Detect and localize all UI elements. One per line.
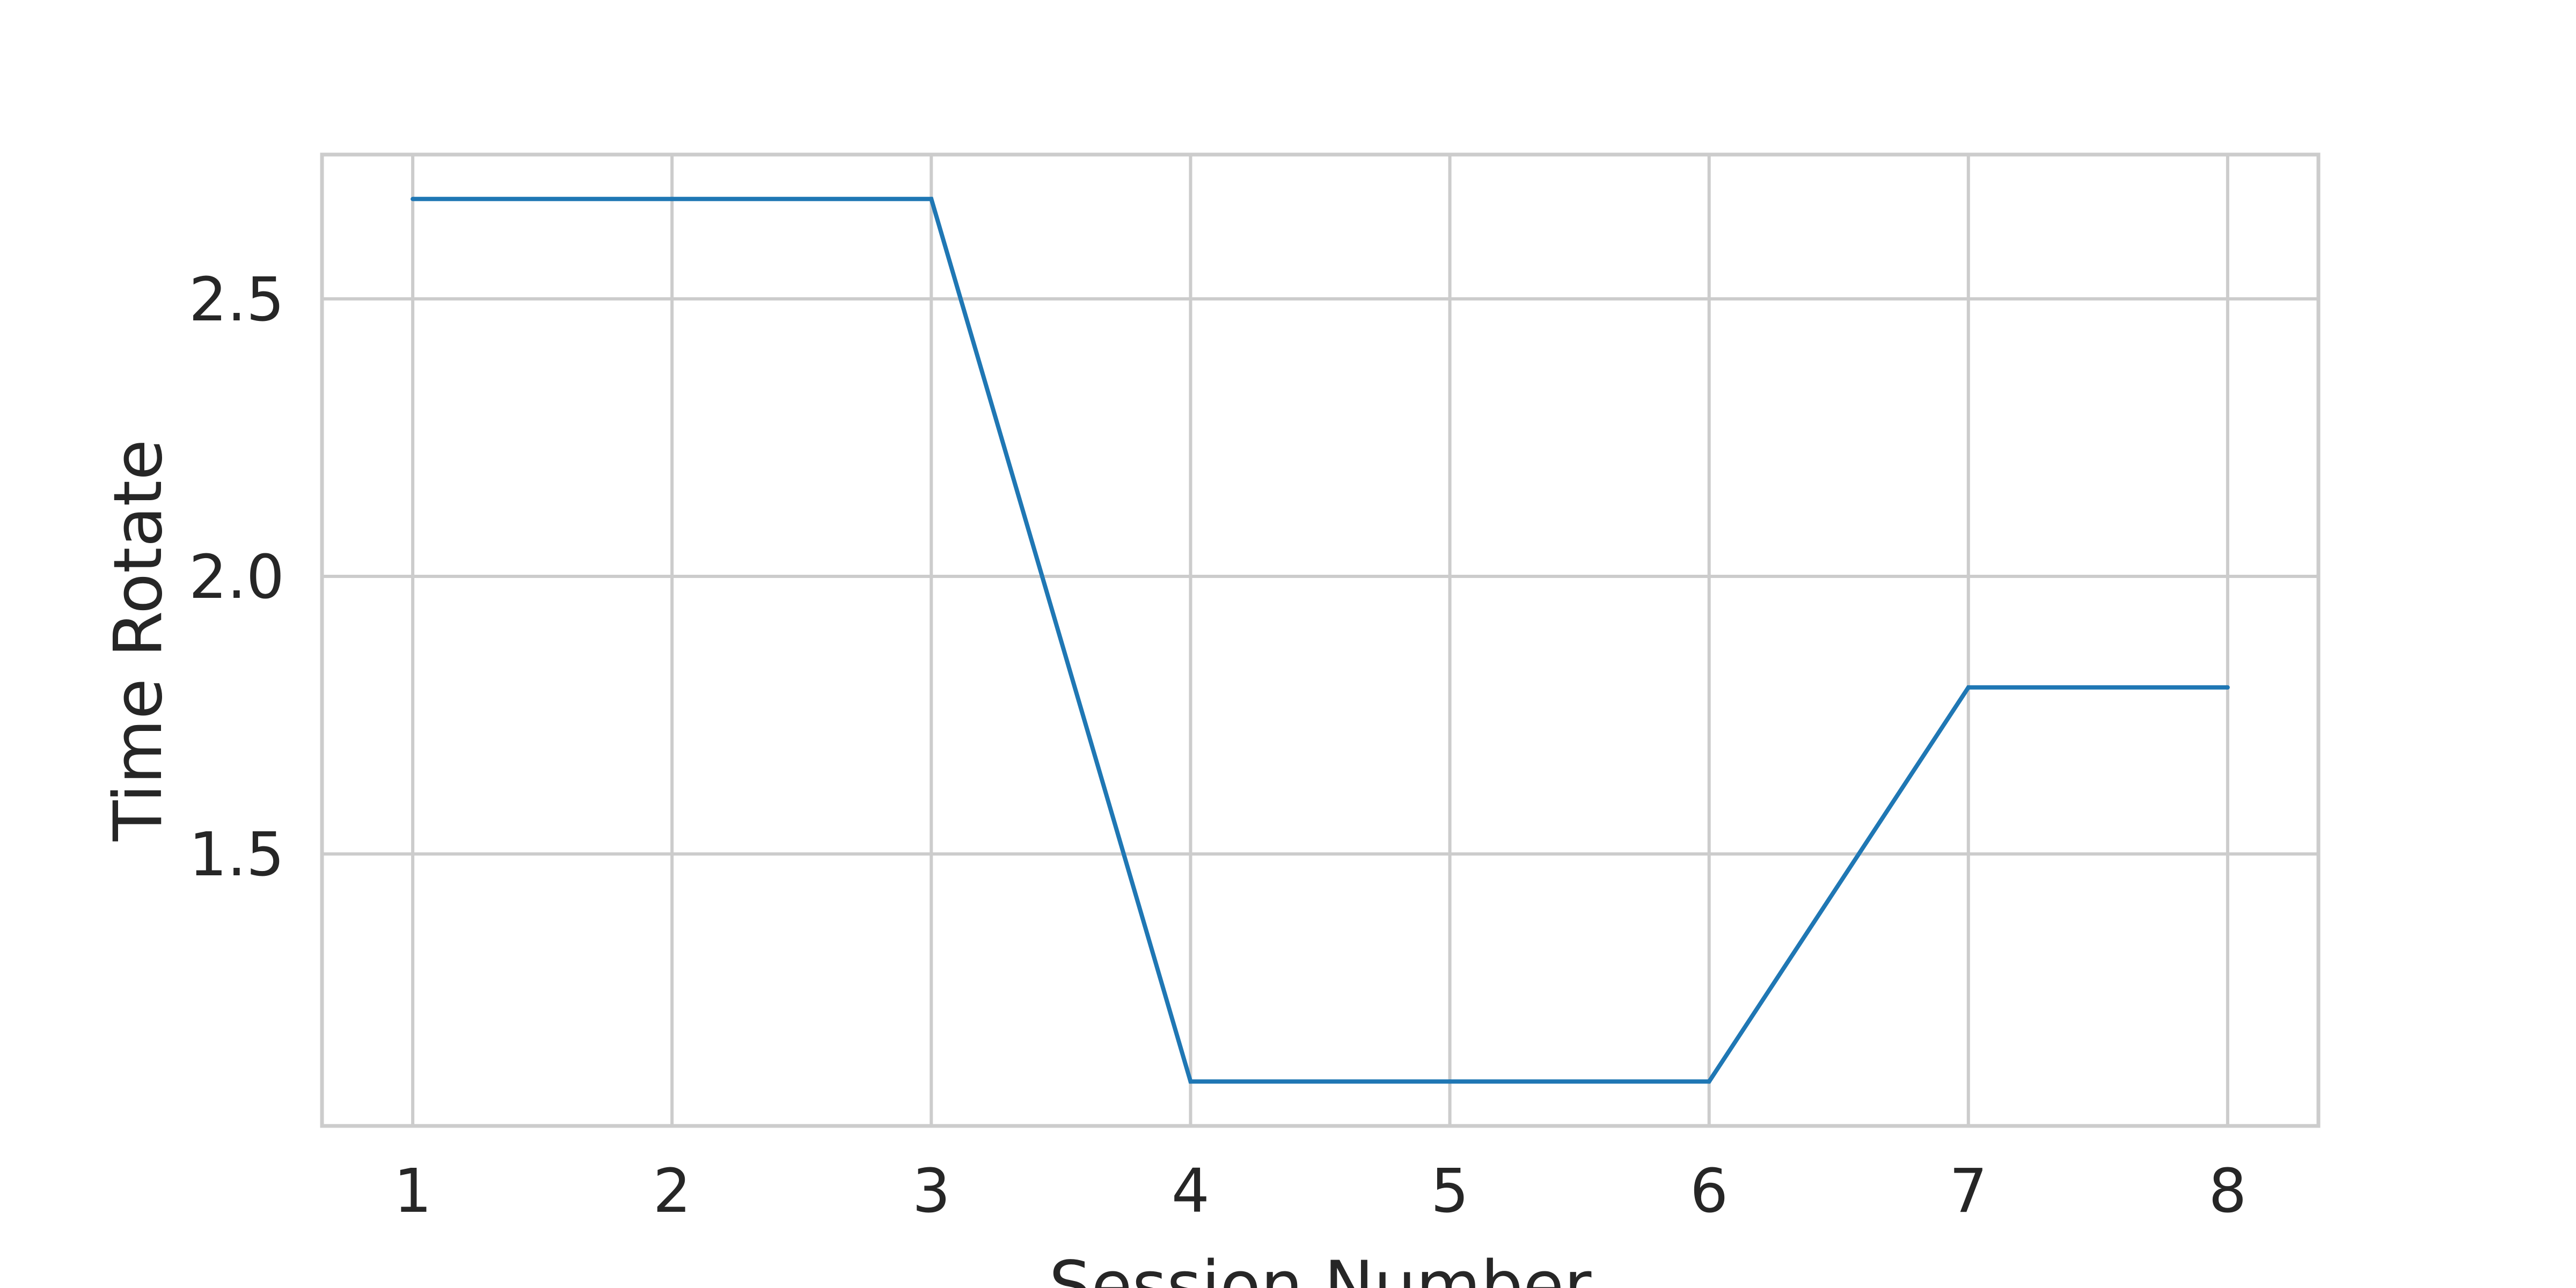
data-point <box>2225 685 2230 690</box>
data-point <box>1447 1079 1452 1084</box>
y-tick-label: 1.5 <box>189 820 284 890</box>
x-tick-label: 5 <box>1431 1157 1469 1226</box>
y-axis-title: Time Rotate <box>100 440 177 842</box>
data-point <box>929 196 934 201</box>
data-point <box>1188 1079 1193 1084</box>
series-layer <box>411 196 2230 1084</box>
x-axis-tick-labels: 1 2 3 4 5 6 7 8 <box>393 1157 2246 1226</box>
series-line-1 <box>413 196 2228 1084</box>
plot-frame <box>320 152 2321 1128</box>
x-tick-label: 3 <box>912 1157 950 1226</box>
x-axis-title: Session Number <box>1049 1247 1592 1288</box>
y-tick-label: 2.5 <box>189 265 284 335</box>
x-tick-label: 1 <box>393 1157 431 1226</box>
x-tick-label: 2 <box>653 1157 691 1226</box>
data-point <box>670 196 675 201</box>
y-tick-label: 2.0 <box>189 543 284 612</box>
data-point <box>411 196 415 201</box>
data-point <box>1966 685 1971 690</box>
x-tick-label: 6 <box>1690 1157 1728 1226</box>
x-tick-label: 7 <box>1949 1157 1987 1226</box>
grid <box>322 155 2318 1126</box>
y-axis-tick-labels: 1.5 2.0 2.5 <box>189 265 284 890</box>
x-tick-label: 4 <box>1172 1157 1210 1226</box>
data-point <box>1707 1079 1711 1084</box>
x-tick-label: 8 <box>2208 1157 2246 1226</box>
